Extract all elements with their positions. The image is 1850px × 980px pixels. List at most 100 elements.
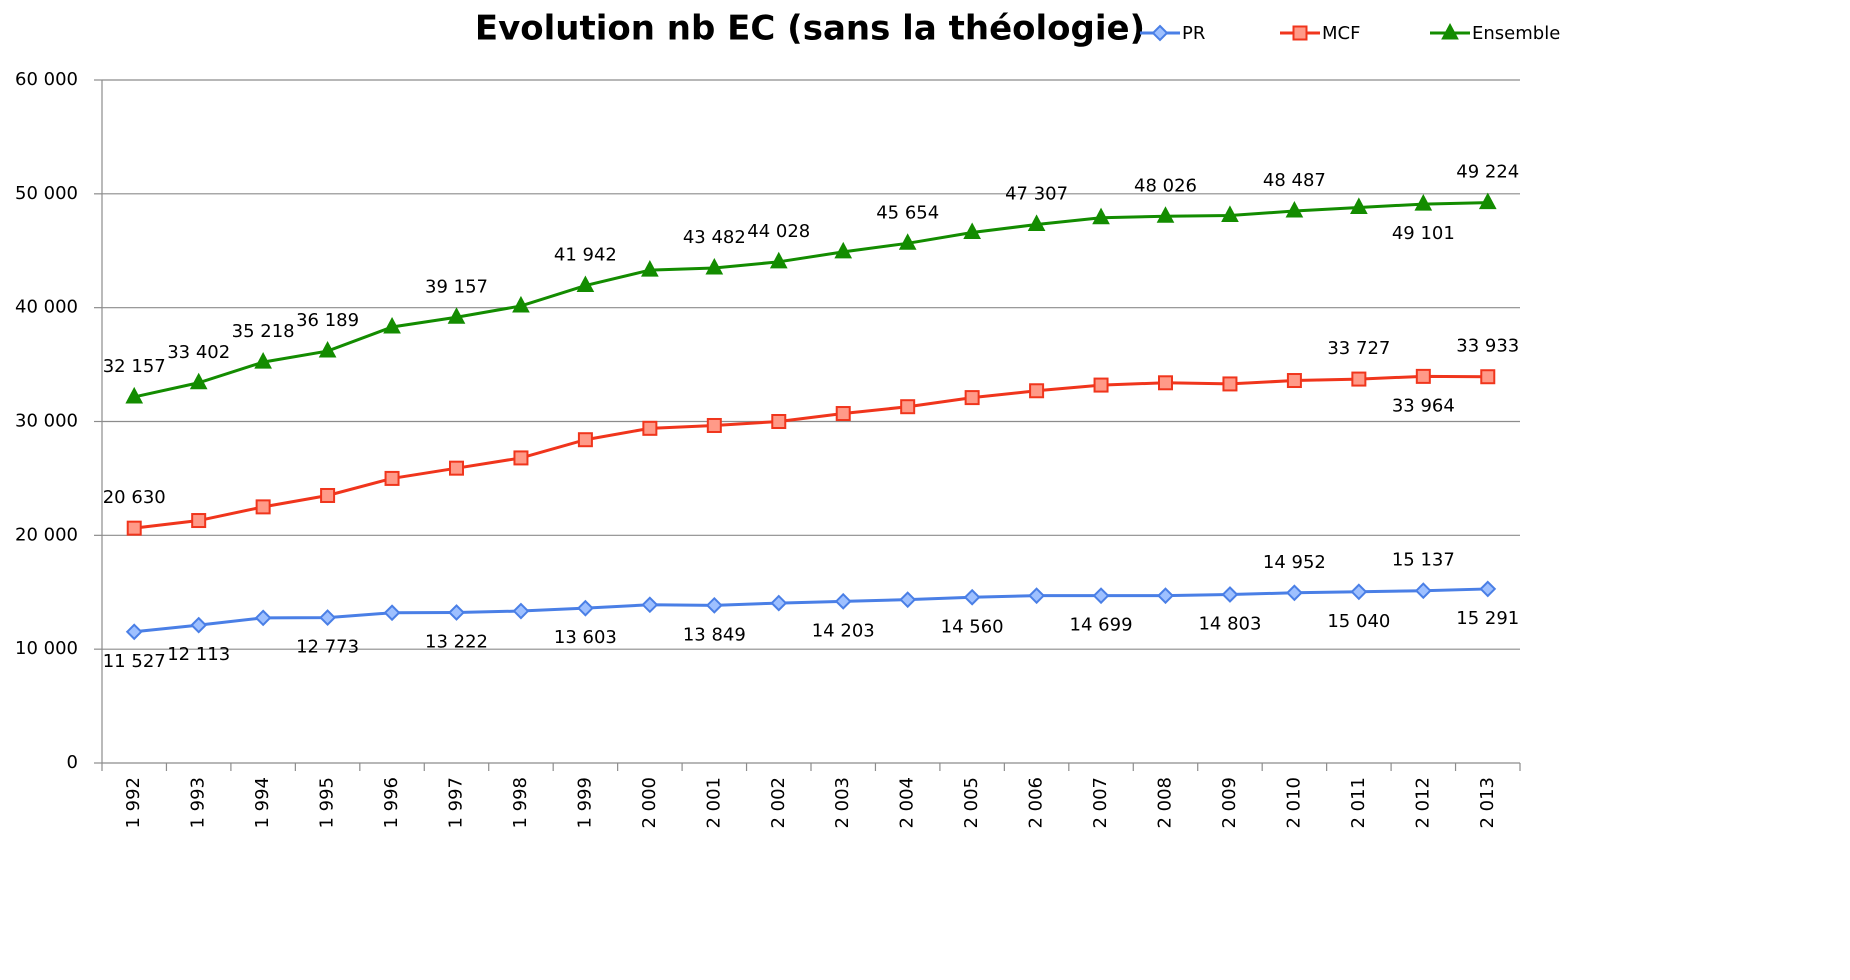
data-point bbox=[898, 233, 917, 250]
x-tick-label: 1 998 bbox=[510, 777, 531, 829]
data-point bbox=[705, 257, 724, 275]
data-point bbox=[320, 487, 336, 503]
data-point bbox=[1480, 369, 1496, 385]
y-tick-label: 0 bbox=[67, 752, 78, 773]
data-point bbox=[963, 588, 981, 606]
data-point bbox=[191, 513, 207, 529]
data-point bbox=[834, 592, 852, 610]
y-tick-label: 20 000 bbox=[15, 524, 78, 545]
data-point bbox=[1221, 586, 1239, 603]
x-tick-label: 1 995 bbox=[317, 777, 338, 829]
data-point bbox=[384, 470, 400, 486]
data-point bbox=[1028, 587, 1046, 605]
data-point bbox=[254, 609, 272, 627]
data-point bbox=[190, 616, 208, 634]
data-point bbox=[1158, 375, 1173, 391]
data-point bbox=[705, 596, 723, 614]
data-point bbox=[834, 241, 853, 259]
data-point bbox=[1414, 582, 1432, 600]
data-point bbox=[835, 406, 851, 422]
data-point bbox=[1092, 207, 1110, 225]
data-label: 14 952 bbox=[1263, 552, 1326, 573]
data-label: 47 307 bbox=[1005, 183, 1068, 204]
data-point bbox=[963, 222, 981, 240]
data-label: 48 026 bbox=[1134, 175, 1197, 196]
data-point bbox=[318, 340, 337, 358]
data-point bbox=[1350, 583, 1368, 601]
data-point bbox=[1478, 192, 1497, 210]
data-point bbox=[1156, 206, 1175, 223]
data-label: 14 803 bbox=[1198, 613, 1261, 634]
data-label: 13 222 bbox=[425, 631, 488, 652]
data-label: 33 402 bbox=[167, 342, 230, 363]
data-label: 33 933 bbox=[1456, 336, 1519, 357]
data-point bbox=[1285, 584, 1303, 602]
data-point bbox=[512, 295, 530, 313]
data-label: 35 218 bbox=[232, 321, 295, 342]
data-point bbox=[1221, 205, 1239, 222]
legend-label: PR bbox=[1182, 23, 1205, 44]
data-point bbox=[1285, 200, 1304, 218]
data-point bbox=[255, 499, 271, 515]
y-tick-label: 50 000 bbox=[15, 183, 78, 204]
data-point bbox=[641, 596, 659, 614]
x-tick-label: 2 013 bbox=[1477, 777, 1498, 829]
x-tick-label: 1 997 bbox=[446, 777, 467, 829]
data-label: 15 137 bbox=[1392, 550, 1455, 571]
data-label: 15 291 bbox=[1456, 608, 1519, 629]
data-point bbox=[706, 417, 722, 433]
data-point bbox=[1027, 214, 1046, 231]
data-label: 43 482 bbox=[683, 227, 746, 248]
data-point bbox=[577, 432, 593, 448]
data-point bbox=[1029, 383, 1045, 399]
data-point bbox=[642, 420, 658, 436]
legend-label: Ensemble bbox=[1472, 23, 1560, 44]
x-tick-label: 2 011 bbox=[1348, 777, 1369, 829]
data-point bbox=[383, 604, 401, 622]
data-label: 13 603 bbox=[554, 627, 617, 648]
data-label: 14 560 bbox=[941, 616, 1004, 637]
data-point bbox=[1093, 377, 1109, 393]
data-label: 36 189 bbox=[296, 310, 359, 331]
data-label: 41 942 bbox=[554, 245, 617, 266]
data-label: 33 727 bbox=[1327, 338, 1390, 359]
data-point bbox=[1350, 197, 1368, 214]
y-tick-label: 10 000 bbox=[15, 638, 78, 659]
data-point bbox=[641, 260, 659, 277]
data-point bbox=[576, 599, 594, 617]
data-label: 49 101 bbox=[1392, 223, 1455, 244]
data-label: 20 630 bbox=[103, 487, 166, 508]
x-tick-label: 2 005 bbox=[961, 777, 982, 829]
y-tick-label: 60 000 bbox=[15, 69, 78, 90]
data-point bbox=[964, 390, 980, 406]
data-point bbox=[1479, 580, 1497, 598]
x-tick-label: 2 002 bbox=[768, 777, 789, 829]
x-tick-label: 1 993 bbox=[188, 777, 209, 829]
x-tick-label: 2 003 bbox=[832, 777, 853, 829]
data-point bbox=[254, 352, 272, 369]
x-tick-label: 2 001 bbox=[703, 777, 724, 829]
data-point bbox=[125, 623, 143, 641]
data-point bbox=[1351, 371, 1367, 387]
y-tick-label: 30 000 bbox=[15, 411, 78, 432]
data-label: 33 964 bbox=[1392, 395, 1455, 416]
data-point bbox=[771, 414, 787, 429]
data-point bbox=[1286, 373, 1302, 389]
data-point bbox=[125, 386, 144, 404]
chart-title: Evolution nb EC (sans la théologie) bbox=[475, 9, 1145, 49]
x-tick-label: 2 007 bbox=[1090, 777, 1111, 829]
data-point bbox=[899, 591, 917, 609]
data-label: 45 654 bbox=[876, 202, 939, 223]
series-line bbox=[134, 587, 1488, 634]
x-tick-label: 2 000 bbox=[639, 777, 660, 829]
data-label: 11 527 bbox=[103, 651, 166, 672]
data-point bbox=[1092, 587, 1110, 605]
data-point bbox=[126, 520, 142, 536]
data-label: 14 203 bbox=[812, 620, 875, 641]
x-tick-label: 1 999 bbox=[574, 777, 595, 829]
data-label: 44 028 bbox=[747, 221, 810, 242]
data-point bbox=[1222, 376, 1238, 392]
data-point bbox=[769, 251, 788, 269]
x-tick-label: 2 006 bbox=[1026, 777, 1047, 829]
